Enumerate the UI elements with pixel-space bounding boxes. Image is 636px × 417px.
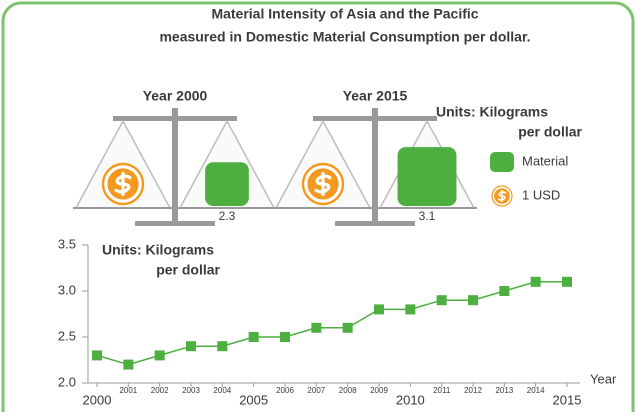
title-line: measured in Domestic Material Consumptio…: [159, 29, 530, 45]
data-point: [499, 286, 509, 296]
legend-units: Units: Kilograms: [436, 104, 548, 120]
x-tick-label: 2002: [151, 386, 169, 395]
legend-units: per dollar: [518, 124, 582, 140]
legend-label: 1 USD: [522, 187, 560, 202]
y-tick-label: 3.5: [58, 236, 76, 251]
y-tick-label: 3.0: [58, 282, 76, 297]
data-point: [531, 277, 541, 287]
x-tick-label: 2006: [276, 386, 294, 395]
data-point: [311, 323, 321, 333]
data-point: [343, 323, 353, 333]
x-tick-label: 2009: [370, 386, 388, 395]
scale-heading: Year 2015: [343, 88, 408, 104]
scale-beam: [113, 116, 237, 121]
y-axis-label: per dollar: [156, 262, 220, 278]
x-tick-label: 2005: [239, 392, 268, 407]
x-tick-label: 2015: [553, 392, 582, 407]
data-point: [468, 295, 478, 305]
legend-swatch: [490, 152, 514, 172]
x-tick-label: 2014: [527, 386, 545, 395]
data-point: [374, 304, 384, 314]
scale-value: 2.3: [219, 209, 236, 223]
x-axis-label: Year: [590, 371, 617, 386]
legend-label: Material: [522, 153, 568, 168]
data-point: [123, 360, 133, 370]
data-point: [249, 332, 259, 342]
scale-base: [135, 221, 215, 226]
data-point: [186, 341, 196, 351]
y-tick-label: 2.0: [58, 374, 76, 389]
x-tick-label: 2001: [119, 386, 137, 395]
data-point: [437, 295, 447, 305]
x-tick-label: 2007: [307, 386, 325, 395]
x-tick-label: 2011: [433, 386, 451, 395]
x-tick-label: 2013: [495, 386, 513, 395]
x-tick-label: 2003: [182, 386, 200, 395]
data-point: [92, 350, 102, 360]
scale-base: [335, 221, 415, 226]
x-tick-label: 2012: [464, 386, 482, 395]
data-point: [217, 341, 227, 351]
infographic: Material Intensity of Asia and the Pacif…: [0, 0, 636, 412]
data-point: [562, 277, 572, 287]
title-line: Material Intensity of Asia and the Pacif…: [211, 6, 478, 22]
y-tick-label: 2.5: [58, 328, 76, 343]
material-block: [398, 147, 457, 206]
data-point: [405, 304, 415, 314]
data-point: [155, 350, 165, 360]
scale-post: [172, 108, 178, 223]
scale-value: 3.1: [419, 209, 436, 223]
scale-beam: [313, 116, 437, 121]
x-tick-label: 2004: [213, 386, 231, 395]
y-axis-label: Units: Kilograms: [102, 242, 214, 258]
scale-post: [372, 108, 378, 223]
scale-heading: Year 2000: [143, 88, 208, 104]
data-point: [280, 332, 290, 342]
x-tick-label: 2010: [396, 392, 425, 407]
material-block: [205, 162, 249, 206]
x-tick-label: 2000: [83, 392, 112, 407]
x-tick-label: 2008: [339, 386, 357, 395]
